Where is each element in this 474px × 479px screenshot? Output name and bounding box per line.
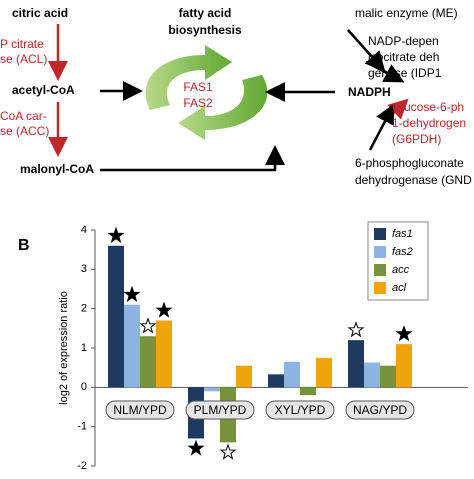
bar: [380, 365, 396, 388]
enzyme: se (ACC): [0, 124, 49, 138]
significance-star: [139, 317, 157, 334]
metabolite: acetyl-CoA: [12, 83, 75, 97]
category-pill: [105, 400, 175, 420]
bar: [236, 365, 252, 388]
x-tick-label: NAG/YPD: [353, 403, 407, 417]
legend-label: acc: [392, 264, 410, 276]
enzyme: se (ACL): [0, 52, 47, 66]
metabolite: citric acid: [12, 6, 68, 20]
enzyme: (G6PDH): [392, 132, 441, 146]
metabolite: NADPH: [348, 85, 391, 99]
y-tick-label: 1: [81, 342, 87, 354]
x-tick-label: XYL/YPD: [275, 403, 326, 417]
category-pill: [265, 400, 335, 420]
bar: [140, 336, 156, 388]
bar: [300, 387, 316, 396]
process: fatty acid: [179, 6, 232, 20]
y-tick-label: 4: [81, 224, 87, 236]
significance-star: [107, 226, 125, 244]
bar: [124, 304, 140, 388]
legend-label: fas2: [392, 246, 413, 258]
y-tick-label: -2: [77, 460, 87, 472]
enzyme: FAS1: [183, 80, 213, 94]
y-tick-label: 0: [81, 381, 87, 393]
enzyme: genase (IDP1: [368, 66, 442, 80]
panel-label: B: [18, 237, 30, 254]
enzyme: NADP-depen: [368, 34, 439, 48]
enzyme: FAS2: [183, 96, 213, 110]
arrow: [100, 145, 285, 172]
legend-swatch: [374, 264, 386, 276]
legend-label: acl: [392, 282, 407, 294]
bar: [284, 361, 300, 388]
legend-label: fas1: [392, 228, 413, 240]
enzyme: CoA car-: [0, 109, 47, 123]
bar: [316, 357, 332, 388]
enzyme: 6-phosphogluconate: [355, 156, 464, 170]
bar: [108, 245, 124, 388]
arrow: [347, 29, 386, 72]
significance-star: [187, 439, 205, 456]
arrow: [365, 60, 405, 83]
significance-star: [123, 285, 141, 303]
significance-star: [219, 443, 237, 460]
category-pill: [345, 400, 415, 420]
legend-swatch: [374, 246, 386, 258]
enzyme: P citrate: [0, 37, 44, 51]
bar: [156, 320, 172, 388]
y-tick-label: 2: [81, 303, 87, 315]
category-pill: [185, 400, 255, 420]
bar: [348, 340, 364, 388]
legend-swatch: [374, 228, 386, 240]
legend-swatch: [374, 282, 386, 294]
cycle-arrow: [145, 45, 232, 110]
cycle-arrow: [178, 75, 268, 140]
bar: [204, 387, 220, 392]
y-tick-label: -1: [77, 421, 87, 433]
metabolite: malonyl-CoA: [20, 162, 94, 176]
pathway-diagram: citric acid P citrate se (ACL) acetyl-Co…: [0, 6, 472, 187]
enzyme: isocitrate deh: [368, 50, 439, 64]
x-tick-label: NLM/YPD: [113, 403, 167, 417]
enzyme: malic enzyme (ME): [355, 6, 458, 20]
significance-star: [347, 321, 365, 338]
significance-star: [155, 301, 173, 318]
bar: [268, 374, 284, 388]
significance-star: [395, 325, 413, 342]
enzyme: 1-dehydrogen: [392, 116, 466, 130]
arrow: [368, 103, 395, 151]
enzyme: Glucose-6-ph: [392, 100, 464, 114]
process: biosynthesis: [168, 23, 242, 37]
enzyme: dehydrogenase (GND: [355, 173, 472, 187]
x-tick-label: PLM/YPD: [194, 403, 247, 417]
bar: [364, 362, 380, 388]
y-axis-title: log2 of expression ratio: [58, 291, 70, 405]
y-tick-label: 3: [81, 263, 87, 275]
bar: [396, 344, 412, 388]
